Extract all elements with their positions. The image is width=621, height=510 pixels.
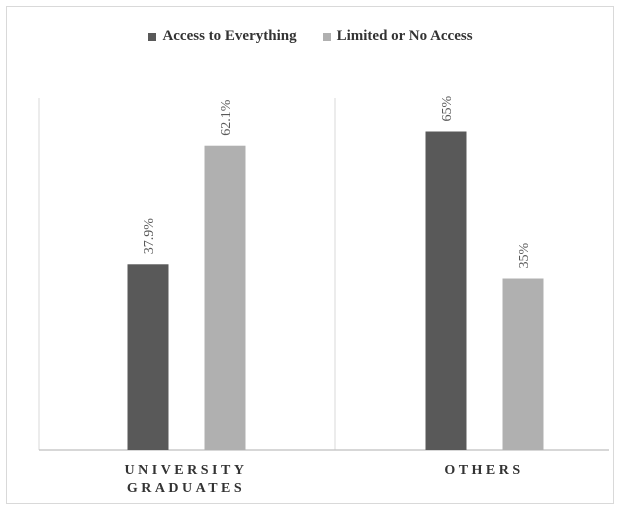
category-label-0: UNIVERSITY GRADUATES xyxy=(66,462,306,498)
bar-s0-c1 xyxy=(425,131,467,450)
legend-item-access-to-everything: Access to Everything xyxy=(148,28,297,45)
legend-label-limited-or-no-access: Limited or No Access xyxy=(336,28,473,44)
category-label-line: GRADUATES xyxy=(126,481,246,496)
legend-swatch-limited-or-no-access xyxy=(322,32,331,41)
data-label-s0-c0: 37.9% xyxy=(142,218,157,255)
legend-label-access-to-everything: Access to Everything xyxy=(162,28,297,44)
bar-s1-c0 xyxy=(204,145,246,450)
category-label-line: OTHERS xyxy=(444,463,524,478)
category-label-line: UNIVERSITY xyxy=(124,463,248,478)
bar-s0-c0 xyxy=(127,264,169,450)
data-label-s1-c0: 62.1% xyxy=(219,99,234,136)
data-label-s1-c1: 35% xyxy=(517,243,532,269)
legend: Access to Everything Limited or No Acces… xyxy=(0,28,621,45)
category-label-1: OTHERS xyxy=(364,462,604,480)
legend-item-limited-or-no-access: Limited or No Access xyxy=(322,28,473,45)
bar-s1-c1 xyxy=(502,278,544,450)
data-label-s0-c1: 65% xyxy=(440,96,455,122)
legend-swatch-access-to-everything xyxy=(148,32,157,41)
